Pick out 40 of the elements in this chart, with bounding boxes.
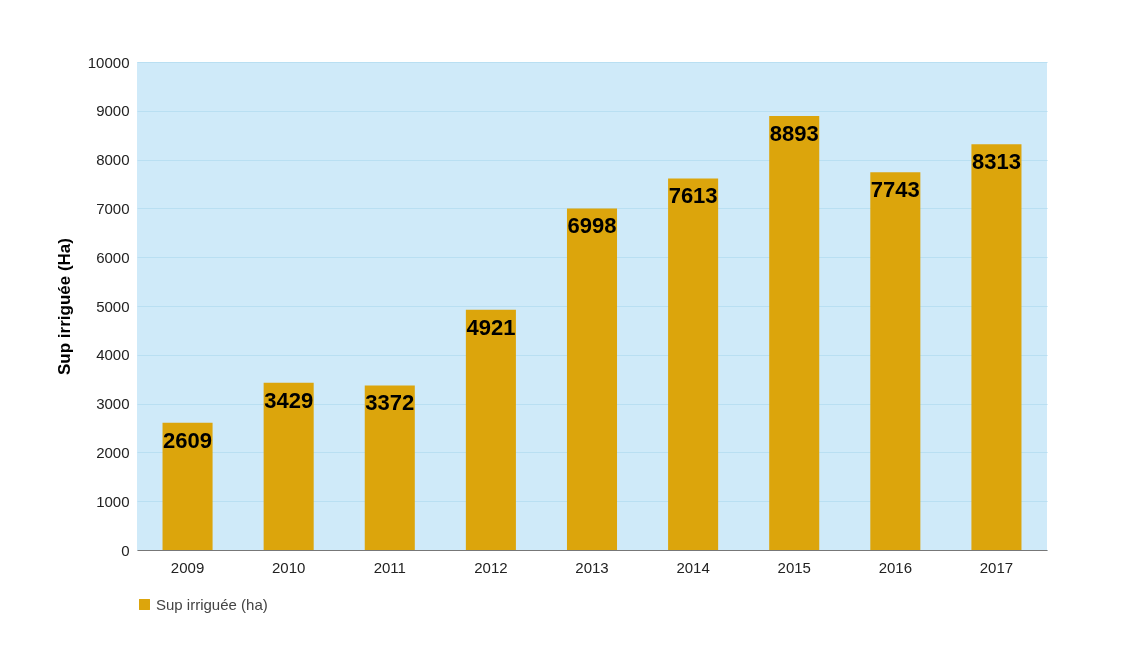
x-tick-label: 2015 [777,558,811,576]
data-label: 3429 [264,387,314,413]
y-tick-label: 3000 [96,395,130,413]
data-label: 8893 [769,121,819,147]
data-label: 3372 [365,390,415,416]
y-axis-title: Sup irriguée (Ha) [54,238,74,375]
data-label: 2609 [163,427,213,453]
data-label: 7743 [870,177,920,203]
y-tick-label: 1000 [96,492,130,510]
bar [364,385,415,550]
y-tick-label: 8000 [96,151,130,169]
x-tick-label: 2016 [878,558,913,576]
data-label: 4921 [466,314,516,340]
legend-label: Sup irriguée (ha) [156,595,268,613]
bar [769,116,820,550]
y-tick-label: 2000 [96,443,130,461]
data-label: 7613 [668,183,718,209]
bar [566,208,618,550]
x-tick-label: 2010 [271,558,306,576]
y-tick-label: 10000 [87,53,130,71]
y-tick-label: 0 [121,541,130,559]
y-tick-label: 4000 [96,346,130,364]
x-tick-label: 2011 [373,558,406,576]
x-tick-label: 2017 [979,558,1014,576]
y-tick-label: 7000 [96,199,130,217]
bar [870,172,921,550]
x-tick-label: 2012 [474,558,508,576]
bar [668,178,719,550]
y-tick-label: 9000 [96,102,130,120]
bar [465,309,516,550]
bar [263,382,314,550]
x-tick-label: 2013 [575,558,609,576]
data-label: 6998 [567,213,617,239]
y-tick-label: 6000 [96,248,130,266]
x-tick-label: 2014 [676,558,710,576]
bar [971,144,1022,550]
bar [162,422,213,550]
y-tick-label: 5000 [96,297,130,315]
data-label: 8313 [971,149,1021,175]
x-tick-label: 2009 [170,558,205,576]
